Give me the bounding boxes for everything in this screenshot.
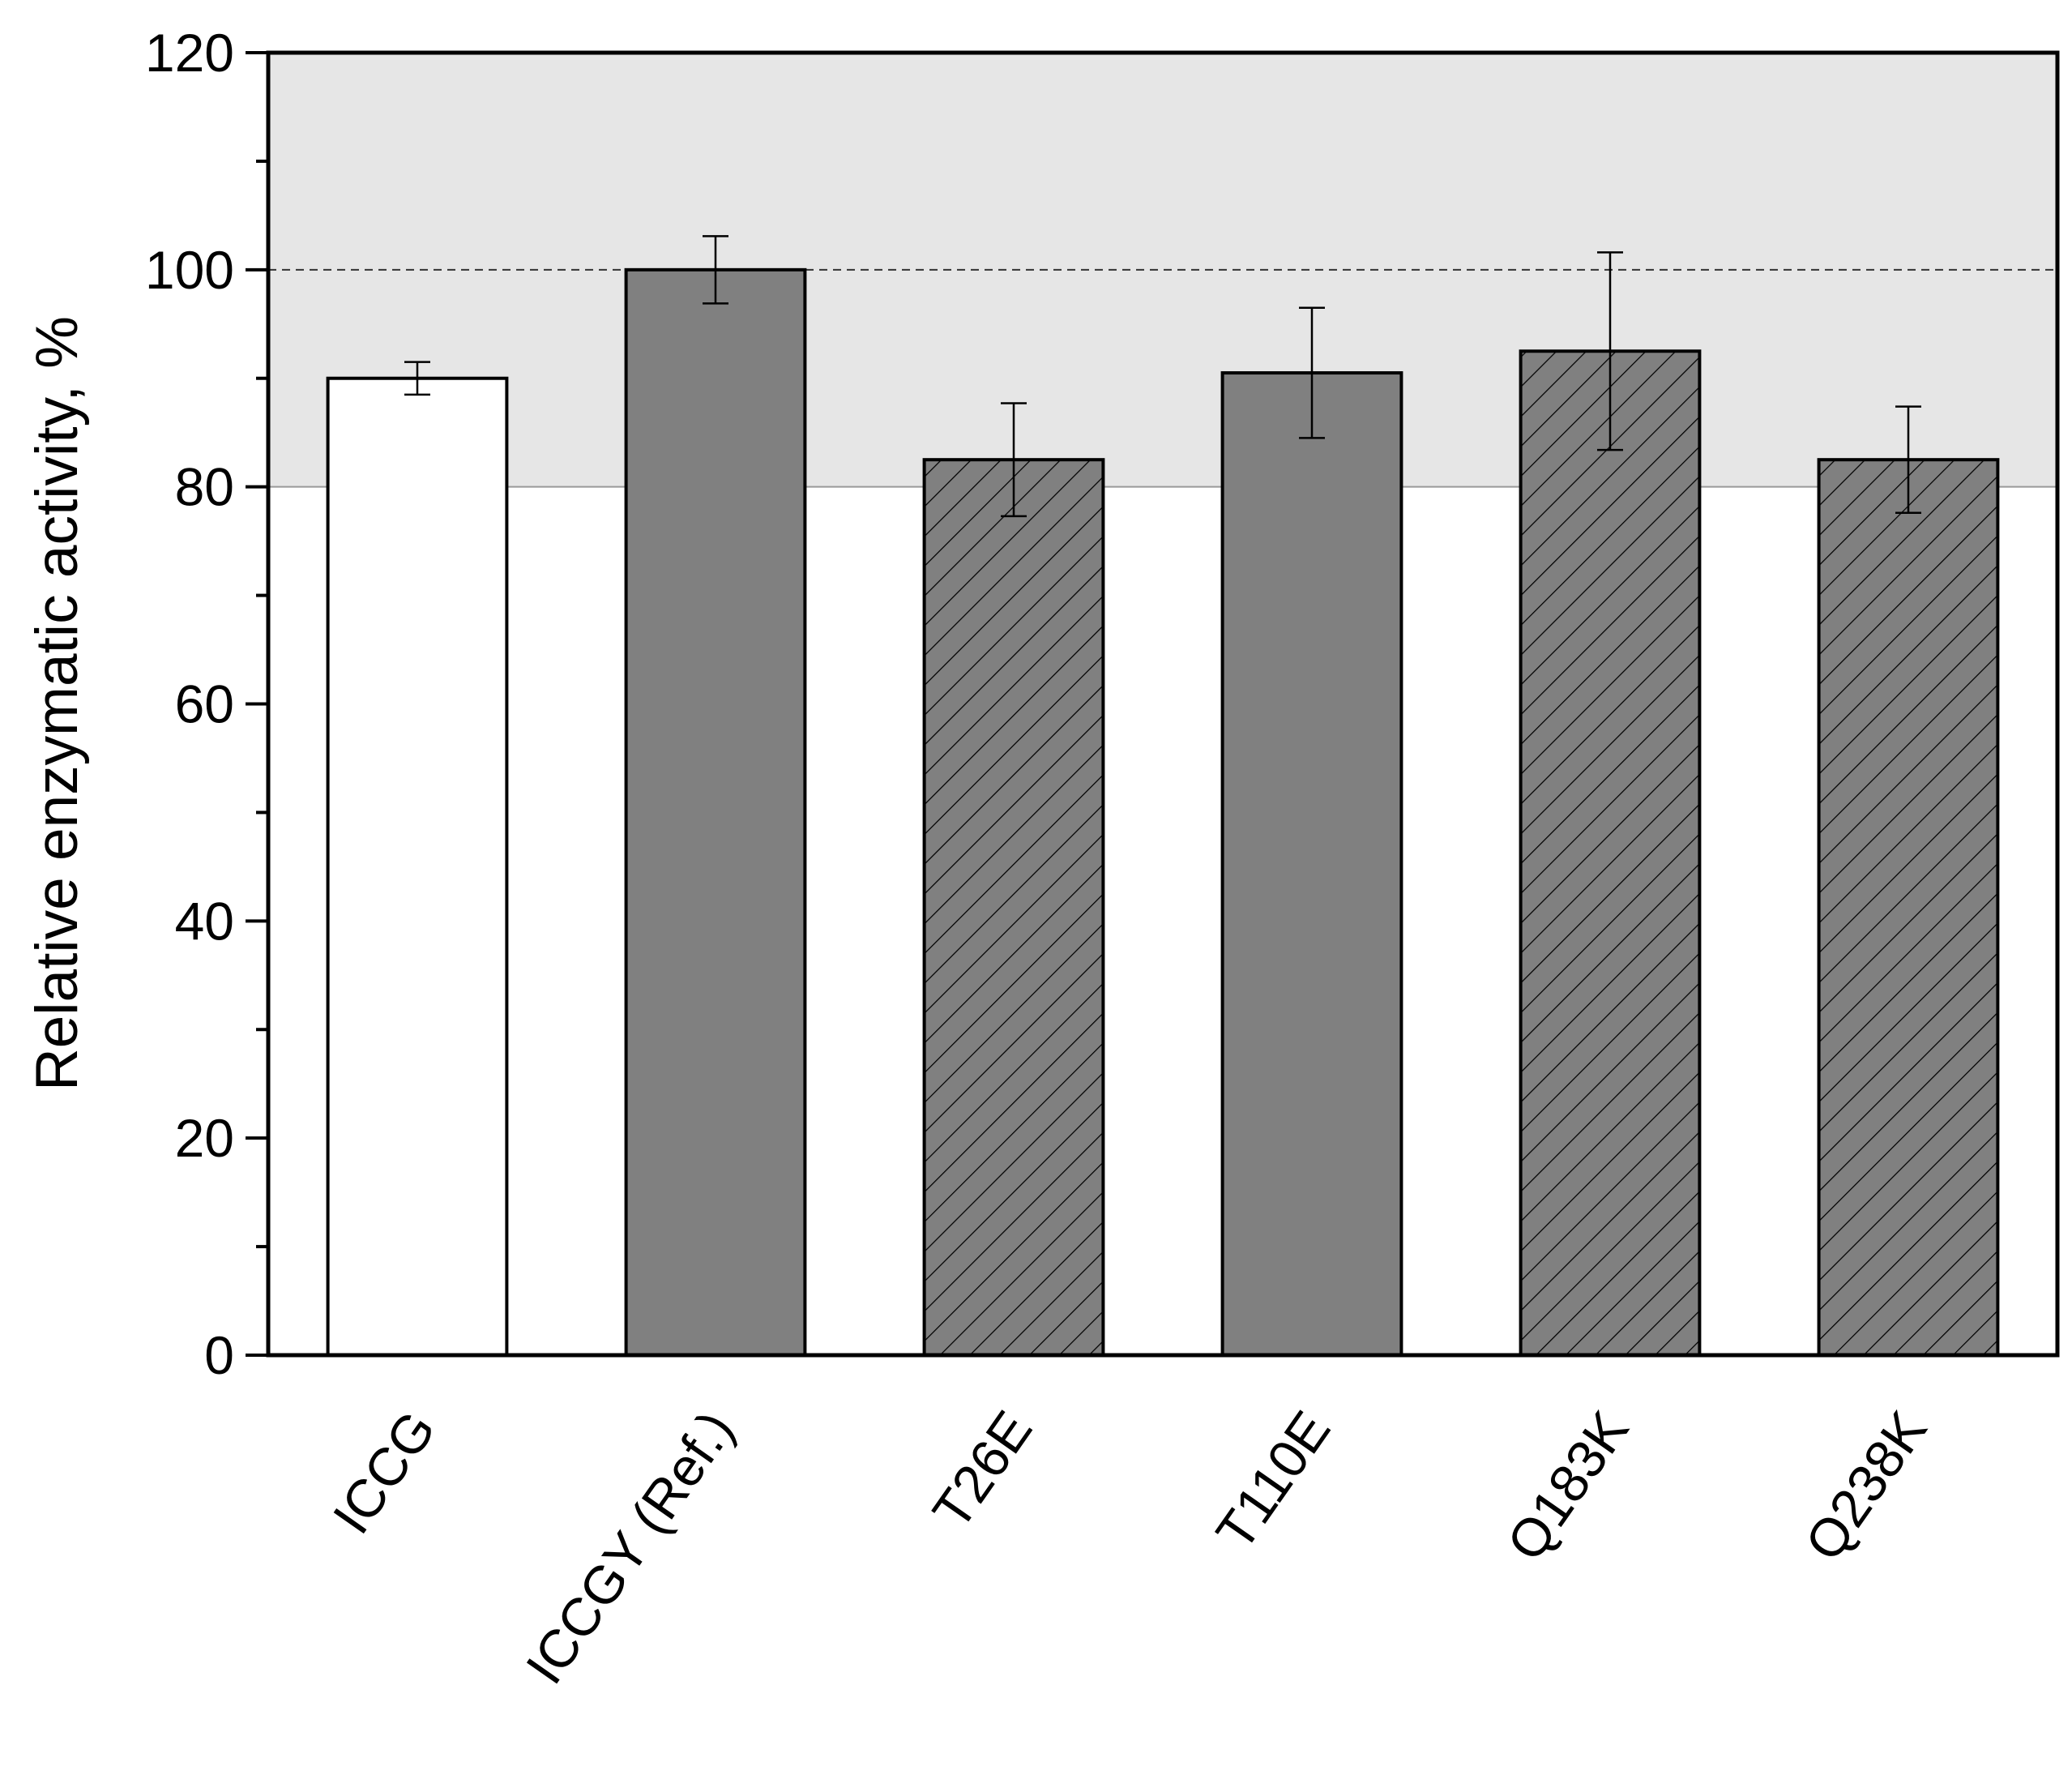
x-tick-label: T110E — [1204, 1401, 1341, 1561]
y-axis-label: Relative enzymatic activity, % — [24, 316, 90, 1091]
y-tick-label: 80 — [175, 457, 234, 517]
plot-frame — [266, 50, 2060, 1358]
bar — [624, 267, 807, 1357]
error-bar — [1001, 402, 1027, 518]
x-tick-label: ICCG — [321, 1401, 446, 1545]
bar — [1817, 458, 2000, 1357]
bar — [326, 376, 509, 1357]
bar — [1220, 371, 1403, 1357]
x-tick-label: T26E — [921, 1401, 1043, 1540]
x-tick-label: Q183K — [1495, 1401, 1639, 1572]
bar — [922, 458, 1105, 1357]
x-tick-label: Q238K — [1793, 1401, 1937, 1572]
error-bar — [703, 235, 728, 305]
error-bar — [404, 361, 430, 396]
error-bar — [1597, 251, 1623, 451]
y-tick-label: 20 — [175, 1108, 234, 1168]
y-tick-label: 40 — [175, 891, 234, 951]
error-bar — [1299, 306, 1325, 439]
y-tick-label: 0 — [204, 1325, 234, 1385]
bar — [1519, 349, 1702, 1357]
y-tick-label: 120 — [145, 23, 234, 83]
y-tick-label: 60 — [175, 674, 234, 734]
x-tick-label: ICCGY (Ref.) — [514, 1401, 745, 1695]
error-bar — [1895, 405, 1921, 515]
y-tick-label: 100 — [145, 240, 234, 300]
